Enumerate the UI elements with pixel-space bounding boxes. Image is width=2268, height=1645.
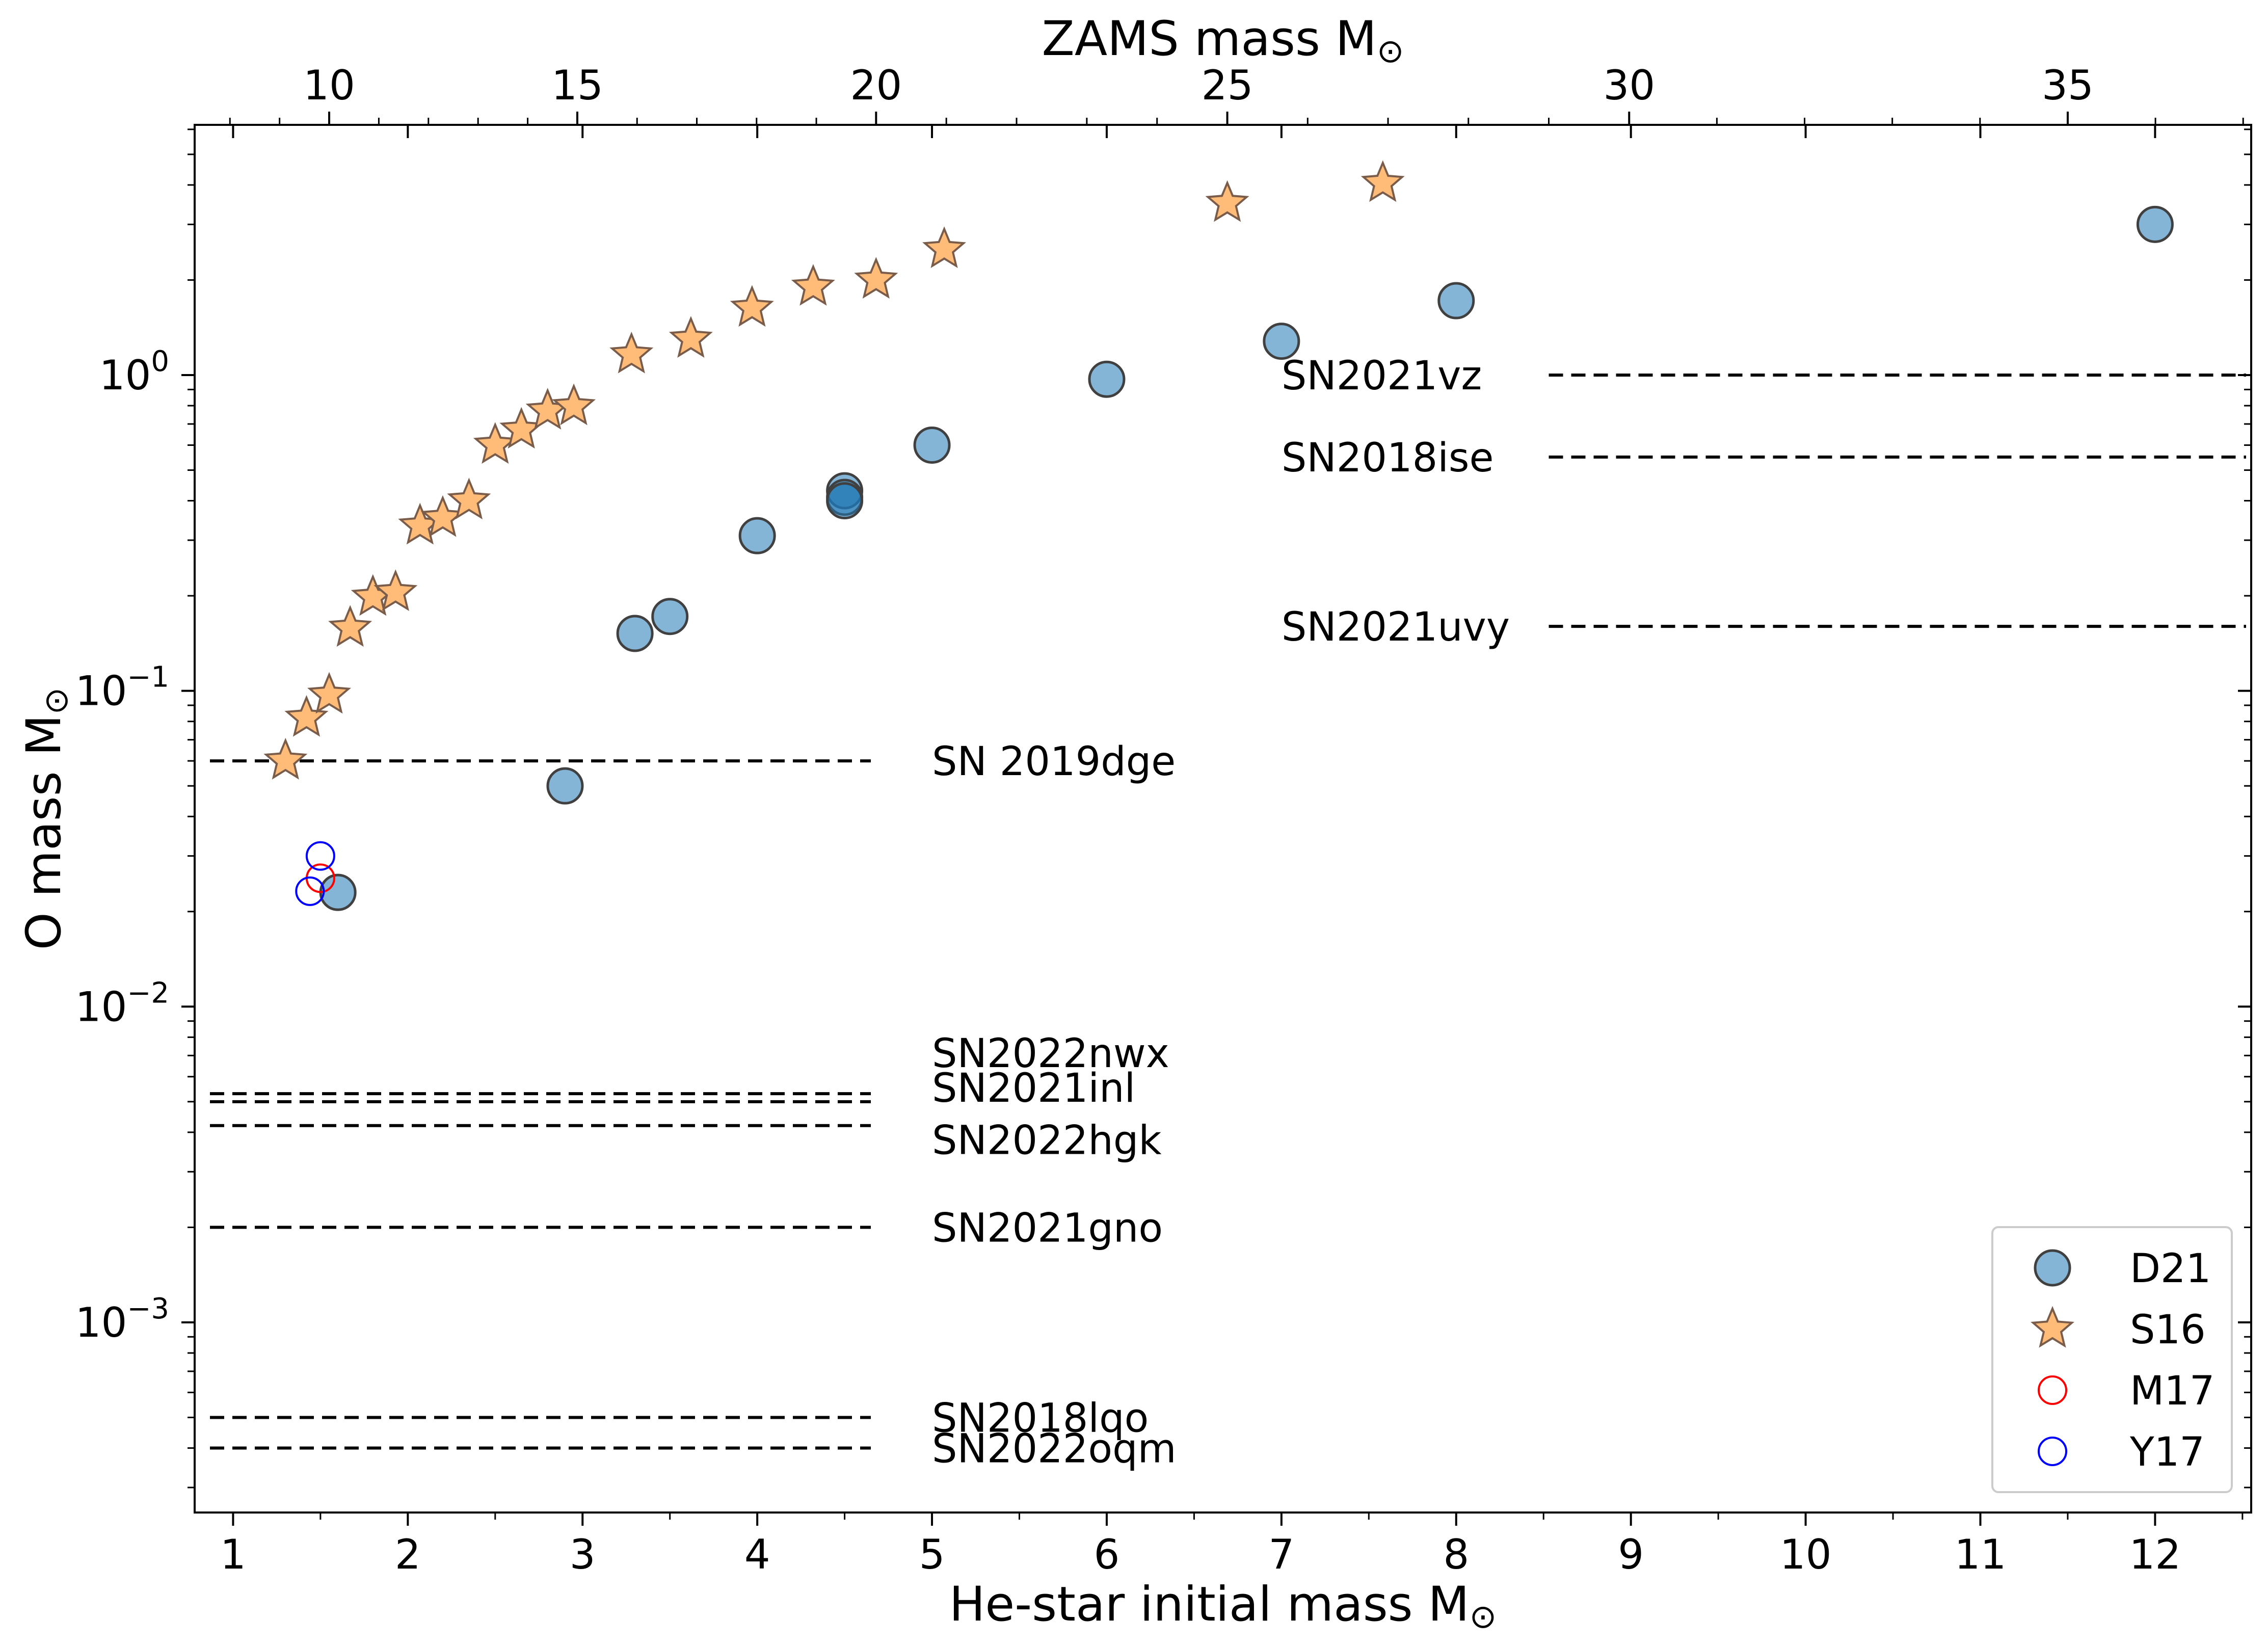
- legend-label-d21: D21: [2130, 1246, 2211, 1292]
- data-point-d21: [738, 517, 776, 554]
- legend-label-m17: M17: [2130, 1368, 2215, 1414]
- reference-label: SN2022hgk: [932, 1118, 1161, 1164]
- x-tick-label: 5: [919, 1531, 945, 1578]
- legend-label-y17: Y17: [2129, 1429, 2205, 1475]
- data-point-d21: [319, 873, 357, 911]
- y-axis-title: O mass M⊙: [16, 687, 75, 950]
- annotation-labels: SN2021vz SN2018ise SN2021uvy SN 2019dge SN20…: [932, 353, 1510, 1472]
- legend-marker-m17: [2038, 1375, 2067, 1405]
- reference-label: SN2021vz: [1282, 353, 1482, 399]
- legend-label-s16: S16: [2130, 1307, 2206, 1353]
- data-point-y17: [305, 841, 335, 871]
- x-tick-label: 6: [1094, 1531, 1120, 1578]
- reference-label: SN2022nwx: [932, 1031, 1169, 1077]
- legend-marker-y17: [2038, 1437, 2067, 1466]
- x-tick-label: 12: [2129, 1531, 2181, 1578]
- data-point-s16: [730, 285, 774, 327]
- data-point-s16: [854, 257, 898, 299]
- legend-marker-d21: [2034, 1249, 2071, 1287]
- data-point-s16: [473, 422, 517, 464]
- reference-label: SN2021gno: [932, 1205, 1163, 1251]
- x-tick-label: 11: [1955, 1531, 2007, 1578]
- data-point-d21: [826, 482, 864, 520]
- x-tick-label: 3: [570, 1531, 596, 1578]
- data-point-s16: [609, 331, 654, 374]
- data-point-s16: [1360, 160, 1405, 202]
- top-tick-label: 25: [1202, 62, 1253, 109]
- reference-lines: [210, 374, 2246, 1450]
- data-point-d21: [616, 615, 654, 652]
- reference-label: SN 2019dge: [932, 739, 1176, 785]
- reference-label: SN2018lqo: [932, 1395, 1149, 1441]
- legend: D21 S16 M17 Y17: [1991, 1226, 2233, 1493]
- legend-marker-s16: [2031, 1306, 2074, 1348]
- top-tick-label: 15: [551, 62, 603, 109]
- data-point-d21: [1263, 323, 1300, 360]
- data-point-d21: [2136, 205, 2174, 243]
- data-point-d21: [1088, 360, 1126, 398]
- x-tick-label: 4: [744, 1531, 770, 1578]
- data-point-s16: [263, 737, 308, 780]
- data-point-y17: [295, 876, 325, 906]
- data-point-d21: [1437, 282, 1475, 320]
- x-tick-label: 8: [1443, 1531, 1469, 1578]
- data-point-s16: [373, 569, 418, 612]
- x-tick-label: 7: [1268, 1531, 1294, 1578]
- top-tick-label: 35: [2042, 62, 2094, 109]
- data-point-s16: [307, 672, 352, 714]
- data-point-s16: [1205, 180, 1249, 222]
- data-point-s16: [284, 695, 329, 737]
- data-points: [263, 160, 2174, 911]
- plot-frame: [194, 124, 2252, 1514]
- minor-ticks: [188, 118, 2251, 1520]
- y-tick-label: 10−2: [75, 976, 169, 1030]
- data-point-s16: [552, 383, 596, 426]
- x-tick-label: 10: [1780, 1531, 1832, 1578]
- data-point-s16: [791, 264, 835, 306]
- y-tick-label: 10−1: [75, 661, 169, 715]
- data-point-s16: [669, 316, 713, 358]
- reference-label: SN2021inl: [932, 1066, 1135, 1111]
- top-axis-title: ZAMS mass M⊙: [1042, 11, 1404, 70]
- y-tick-label: 10−3: [75, 1292, 169, 1346]
- data-point-d21: [651, 598, 689, 635]
- top-tick-label: 30: [1603, 62, 1655, 109]
- top-tick-label: 10: [303, 62, 355, 109]
- data-point-s16: [922, 226, 967, 269]
- reference-label: SN2021uvy: [1282, 604, 1510, 650]
- data-point-d21: [546, 767, 584, 805]
- top-tick-label: 20: [850, 62, 902, 109]
- y-tick-label: 100: [99, 345, 169, 399]
- x-axis-title: He-star initial mass M⊙: [949, 1577, 1497, 1636]
- data-point-s16: [328, 605, 372, 647]
- x-tick-label: 1: [220, 1531, 246, 1578]
- legend-box: [1991, 1226, 2233, 1493]
- x-tick-label: 9: [1618, 1531, 1644, 1578]
- reference-label: SN2018ise: [1282, 435, 1494, 481]
- x-tick-label: 2: [395, 1531, 421, 1578]
- data-point-d21: [913, 426, 951, 464]
- data-point-s16: [447, 477, 491, 520]
- reference-label: SN2022oqm: [932, 1426, 1177, 1472]
